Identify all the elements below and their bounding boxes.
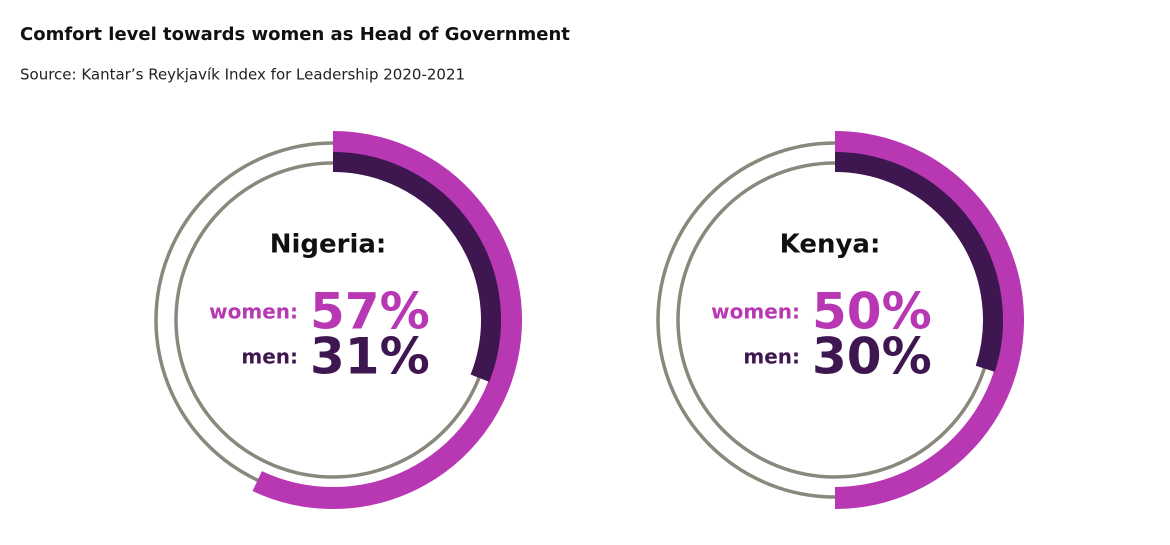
legend-label: men:	[743, 345, 800, 369]
value-label: 50%	[812, 283, 932, 341]
legend-label: women:	[209, 300, 298, 324]
page-title: Comfort level towards women as Head of G…	[20, 24, 570, 45]
arc	[834, 131, 1024, 509]
value-label: 30%	[812, 328, 932, 386]
value-label: 57%	[310, 283, 430, 341]
arc	[834, 152, 1003, 372]
value-label: 31%	[310, 328, 430, 386]
legend-label: women:	[711, 300, 800, 324]
chart-title: Nigeria:	[270, 230, 387, 260]
arc	[252, 131, 522, 509]
legend-label: men:	[241, 345, 298, 369]
arc	[332, 152, 501, 382]
chart-title: Kenya:	[780, 230, 881, 260]
page-subtitle: Source: Kantar’s Reykjavík Index for Lea…	[20, 66, 465, 84]
